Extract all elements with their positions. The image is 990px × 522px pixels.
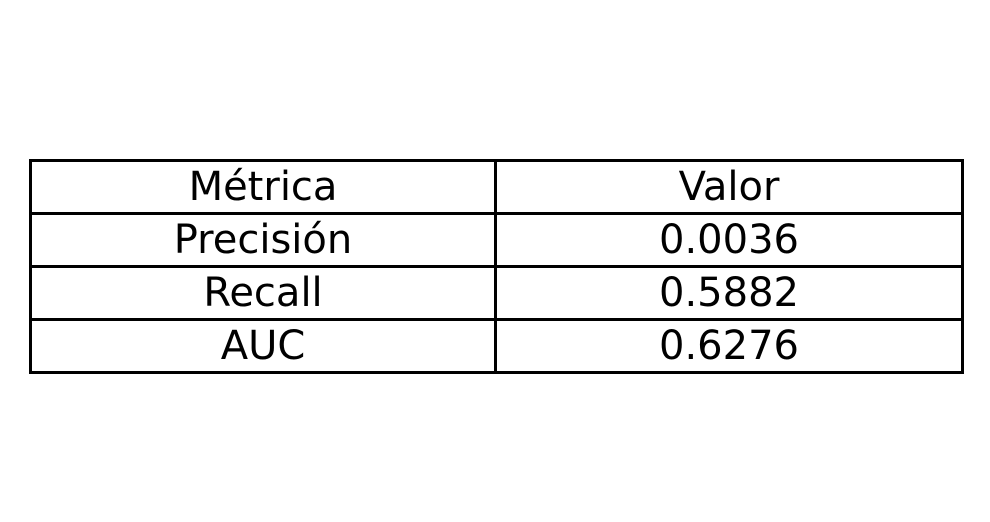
metric-name-cell: Recall: [29, 265, 497, 321]
header-cell-value: Valor: [494, 159, 964, 215]
metric-value-cell: 0.5882: [494, 265, 964, 321]
header-row: Métrica Valor: [29, 159, 964, 215]
metric-name-cell: Precisión: [29, 212, 497, 268]
table-body: Precisión 0.0036 Recall 0.5882 AUC 0.627…: [29, 212, 964, 374]
table-row: Precisión 0.0036: [29, 212, 964, 268]
table-header: Métrica Valor: [29, 159, 964, 215]
table-row: Recall 0.5882: [29, 265, 964, 321]
metric-name-cell: AUC: [29, 318, 497, 374]
table-row: AUC 0.6276: [29, 318, 964, 374]
metric-value-cell: 0.6276: [494, 318, 964, 374]
metric-value-cell: 0.0036: [494, 212, 964, 268]
metrics-table: Métrica Valor Precisión 0.0036 Recall 0.…: [29, 159, 964, 374]
header-cell-metric: Métrica: [29, 159, 497, 215]
